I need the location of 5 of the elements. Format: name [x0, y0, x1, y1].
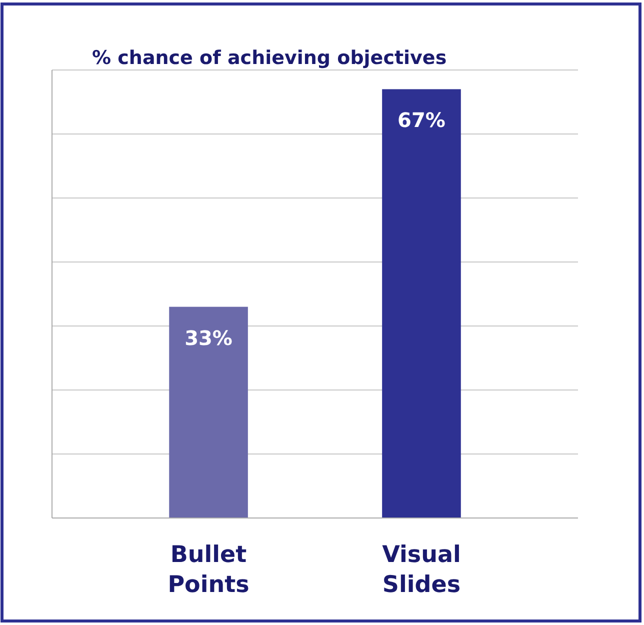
x-tick-label: Visual Slides [382, 542, 461, 598]
chart-title: % chance of achieving objectives [92, 47, 447, 69]
data-label: 67% [398, 108, 446, 132]
data-label: 33% [184, 326, 232, 350]
x-tick-label: Bullet Points [168, 542, 250, 598]
